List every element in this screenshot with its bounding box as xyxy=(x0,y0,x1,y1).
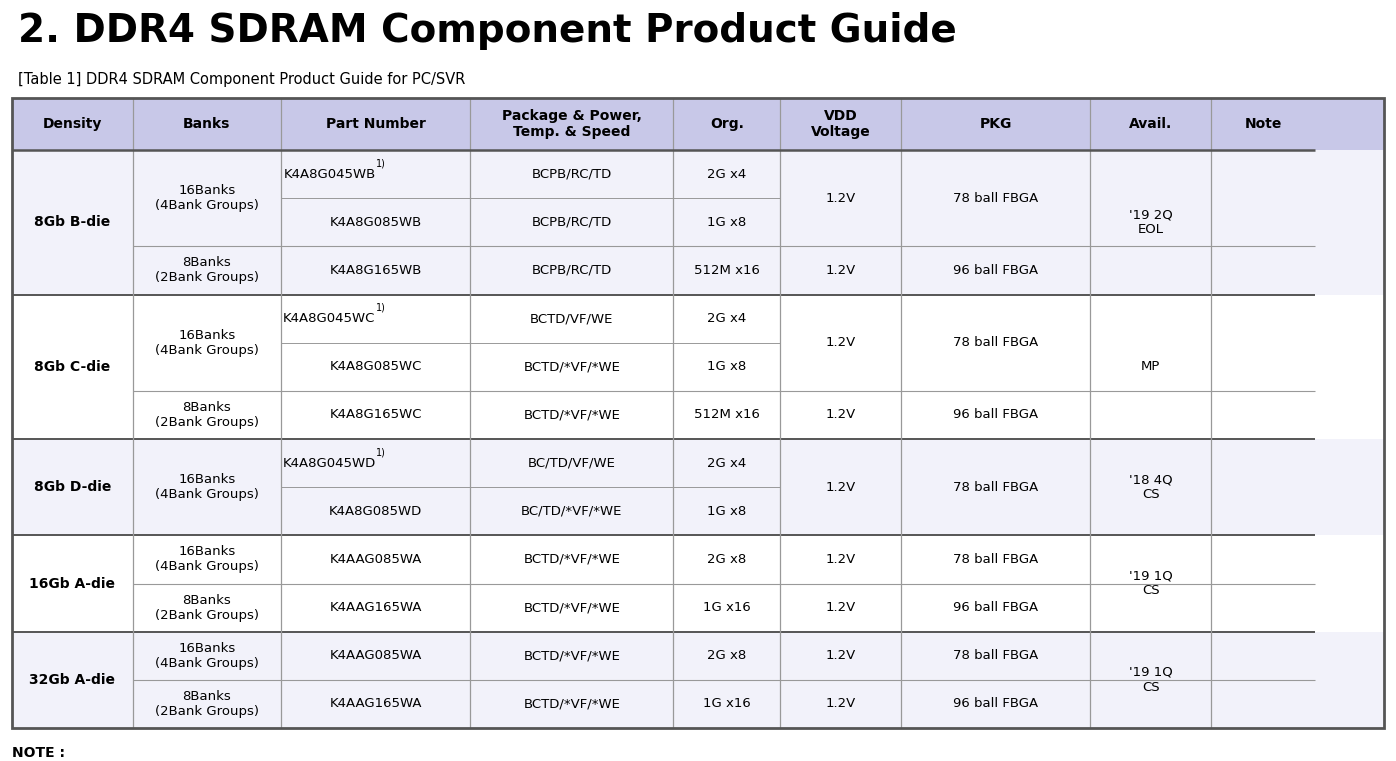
Text: BCPB/RC/TD: BCPB/RC/TD xyxy=(532,216,611,229)
Text: 2G x8: 2G x8 xyxy=(708,649,747,662)
Text: 8Banks
(2Bank Groups): 8Banks (2Bank Groups) xyxy=(155,256,258,285)
Text: 16Gb A-die: 16Gb A-die xyxy=(29,577,116,591)
Text: BCTD/*VF/*WE: BCTD/*VF/*WE xyxy=(524,409,620,422)
Text: 16Banks
(4Bank Groups): 16Banks (4Bank Groups) xyxy=(155,473,258,501)
Bar xyxy=(13,150,1383,295)
Text: 8Banks
(2Bank Groups): 8Banks (2Bank Groups) xyxy=(155,690,258,718)
Text: BCTD/*VF/*WE: BCTD/*VF/*WE xyxy=(524,360,620,373)
Text: K4AAG085WA: K4AAG085WA xyxy=(329,553,422,566)
Bar xyxy=(13,439,1383,535)
Text: PKG: PKG xyxy=(980,117,1012,131)
Text: 96 ball FBGA: 96 ball FBGA xyxy=(953,601,1039,614)
Text: 2. DDR4 SDRAM Component Product Guide: 2. DDR4 SDRAM Component Product Guide xyxy=(18,12,956,50)
Text: 2G x4: 2G x4 xyxy=(708,312,747,325)
Text: 1.2V: 1.2V xyxy=(825,649,856,662)
Text: 1G x8: 1G x8 xyxy=(708,360,747,373)
Bar xyxy=(13,632,1383,728)
Text: K4A8G085WD: K4A8G085WD xyxy=(329,505,422,517)
Text: Package & Power,
Temp. & Speed: Package & Power, Temp. & Speed xyxy=(501,109,642,139)
Text: 2G x8: 2G x8 xyxy=(708,553,747,566)
Text: BCTD/*VF/*WE: BCTD/*VF/*WE xyxy=(524,553,620,566)
Text: Avail.: Avail. xyxy=(1129,117,1173,131)
Text: BCTD/VF/WE: BCTD/VF/WE xyxy=(530,312,613,325)
Text: 1.2V: 1.2V xyxy=(825,553,856,566)
Text: Banks: Banks xyxy=(183,117,230,131)
Text: 1G x16: 1G x16 xyxy=(704,697,751,711)
Text: BC/TD/VF/WE: BC/TD/VF/WE xyxy=(528,457,616,470)
Text: 1.2V: 1.2V xyxy=(825,336,856,349)
Text: 512M x16: 512M x16 xyxy=(694,264,759,277)
Text: 78 ball FBGA: 78 ball FBGA xyxy=(953,192,1039,205)
Text: 8Gb B-die: 8Gb B-die xyxy=(35,215,110,229)
Text: K4A8G045WB: K4A8G045WB xyxy=(283,167,376,180)
Text: Part Number: Part Number xyxy=(325,117,426,131)
Text: 1.2V: 1.2V xyxy=(825,481,856,494)
Text: K4AAG165WA: K4AAG165WA xyxy=(329,697,422,711)
Text: BCTD/*VF/*WE: BCTD/*VF/*WE xyxy=(524,649,620,662)
Text: 8Gb C-die: 8Gb C-die xyxy=(35,360,110,374)
Text: 1G x8: 1G x8 xyxy=(708,216,747,229)
Text: [Table 1] DDR4 SDRAM Component Product Guide for PC/SVR: [Table 1] DDR4 SDRAM Component Product G… xyxy=(18,72,465,87)
Text: 1.2V: 1.2V xyxy=(825,264,856,277)
Text: 2G x4: 2G x4 xyxy=(708,167,747,180)
Text: BC/TD/*VF/*WE: BC/TD/*VF/*WE xyxy=(521,505,623,517)
Bar xyxy=(13,535,1383,632)
Text: Note: Note xyxy=(1245,117,1282,131)
Text: K4A8G165WC: K4A8G165WC xyxy=(329,409,422,422)
Text: 1.2V: 1.2V xyxy=(825,601,856,614)
Text: BCPB/RC/TD: BCPB/RC/TD xyxy=(532,264,611,277)
Text: '19 2Q
EOL: '19 2Q EOL xyxy=(1129,209,1173,236)
Text: '18 4Q
CS: '18 4Q CS xyxy=(1129,473,1173,501)
Text: K4A8G085WB: K4A8G085WB xyxy=(329,216,422,229)
Text: '19 1Q
CS: '19 1Q CS xyxy=(1129,569,1173,597)
Text: 1G x16: 1G x16 xyxy=(704,601,751,614)
Text: 1.2V: 1.2V xyxy=(825,697,856,711)
Text: 1): 1) xyxy=(376,158,385,168)
Text: BCPB/RC/TD: BCPB/RC/TD xyxy=(532,167,611,180)
Bar xyxy=(13,295,1383,439)
Text: K4AAG165WA: K4AAG165WA xyxy=(329,601,422,614)
Text: 78 ball FBGA: 78 ball FBGA xyxy=(953,481,1039,494)
Text: 1.2V: 1.2V xyxy=(825,409,856,422)
Bar xyxy=(13,98,1383,150)
Text: 16Banks
(4Bank Groups): 16Banks (4Bank Groups) xyxy=(155,329,258,357)
Text: 78 ball FBGA: 78 ball FBGA xyxy=(953,553,1039,566)
Text: 8Gb D-die: 8Gb D-die xyxy=(34,480,112,494)
Text: 1G x8: 1G x8 xyxy=(708,505,747,517)
Text: '19 1Q
CS: '19 1Q CS xyxy=(1129,666,1173,694)
Text: K4AAG085WA: K4AAG085WA xyxy=(329,649,422,662)
Bar xyxy=(13,98,1383,728)
Text: 78 ball FBGA: 78 ball FBGA xyxy=(953,649,1039,662)
Text: 512M x16: 512M x16 xyxy=(694,409,759,422)
Text: 1): 1) xyxy=(376,303,385,313)
Text: 96 ball FBGA: 96 ball FBGA xyxy=(953,409,1039,422)
Text: BCTD/*VF/*WE: BCTD/*VF/*WE xyxy=(524,601,620,614)
Text: NOTE :: NOTE : xyxy=(13,746,66,760)
Text: 16Banks
(4Bank Groups): 16Banks (4Bank Groups) xyxy=(155,184,258,212)
Text: K4A8G165WB: K4A8G165WB xyxy=(329,264,422,277)
Text: 2G x4: 2G x4 xyxy=(708,457,747,470)
Text: 16Banks
(4Bank Groups): 16Banks (4Bank Groups) xyxy=(155,546,258,574)
Text: 32Gb A-die: 32Gb A-die xyxy=(29,673,116,687)
Text: 96 ball FBGA: 96 ball FBGA xyxy=(953,697,1039,711)
Text: Org.: Org. xyxy=(711,117,744,131)
Text: 1): 1) xyxy=(376,447,385,457)
Text: K4A8G045WD: K4A8G045WD xyxy=(282,457,376,470)
Text: BCTD/*VF/*WE: BCTD/*VF/*WE xyxy=(524,697,620,711)
Text: 8Banks
(2Bank Groups): 8Banks (2Bank Groups) xyxy=(155,594,258,622)
Text: K4A8G085WC: K4A8G085WC xyxy=(329,360,422,373)
Text: 96 ball FBGA: 96 ball FBGA xyxy=(953,264,1039,277)
Text: K4A8G045WC: K4A8G045WC xyxy=(283,312,376,325)
Text: VDD
Voltage: VDD Voltage xyxy=(811,109,871,139)
Text: 16Banks
(4Bank Groups): 16Banks (4Bank Groups) xyxy=(155,642,258,670)
Text: 1.2V: 1.2V xyxy=(825,192,856,205)
Text: MP: MP xyxy=(1141,360,1160,373)
Text: Density: Density xyxy=(43,117,102,131)
Text: 78 ball FBGA: 78 ball FBGA xyxy=(953,336,1039,349)
Text: 8Banks
(2Bank Groups): 8Banks (2Bank Groups) xyxy=(155,401,258,429)
